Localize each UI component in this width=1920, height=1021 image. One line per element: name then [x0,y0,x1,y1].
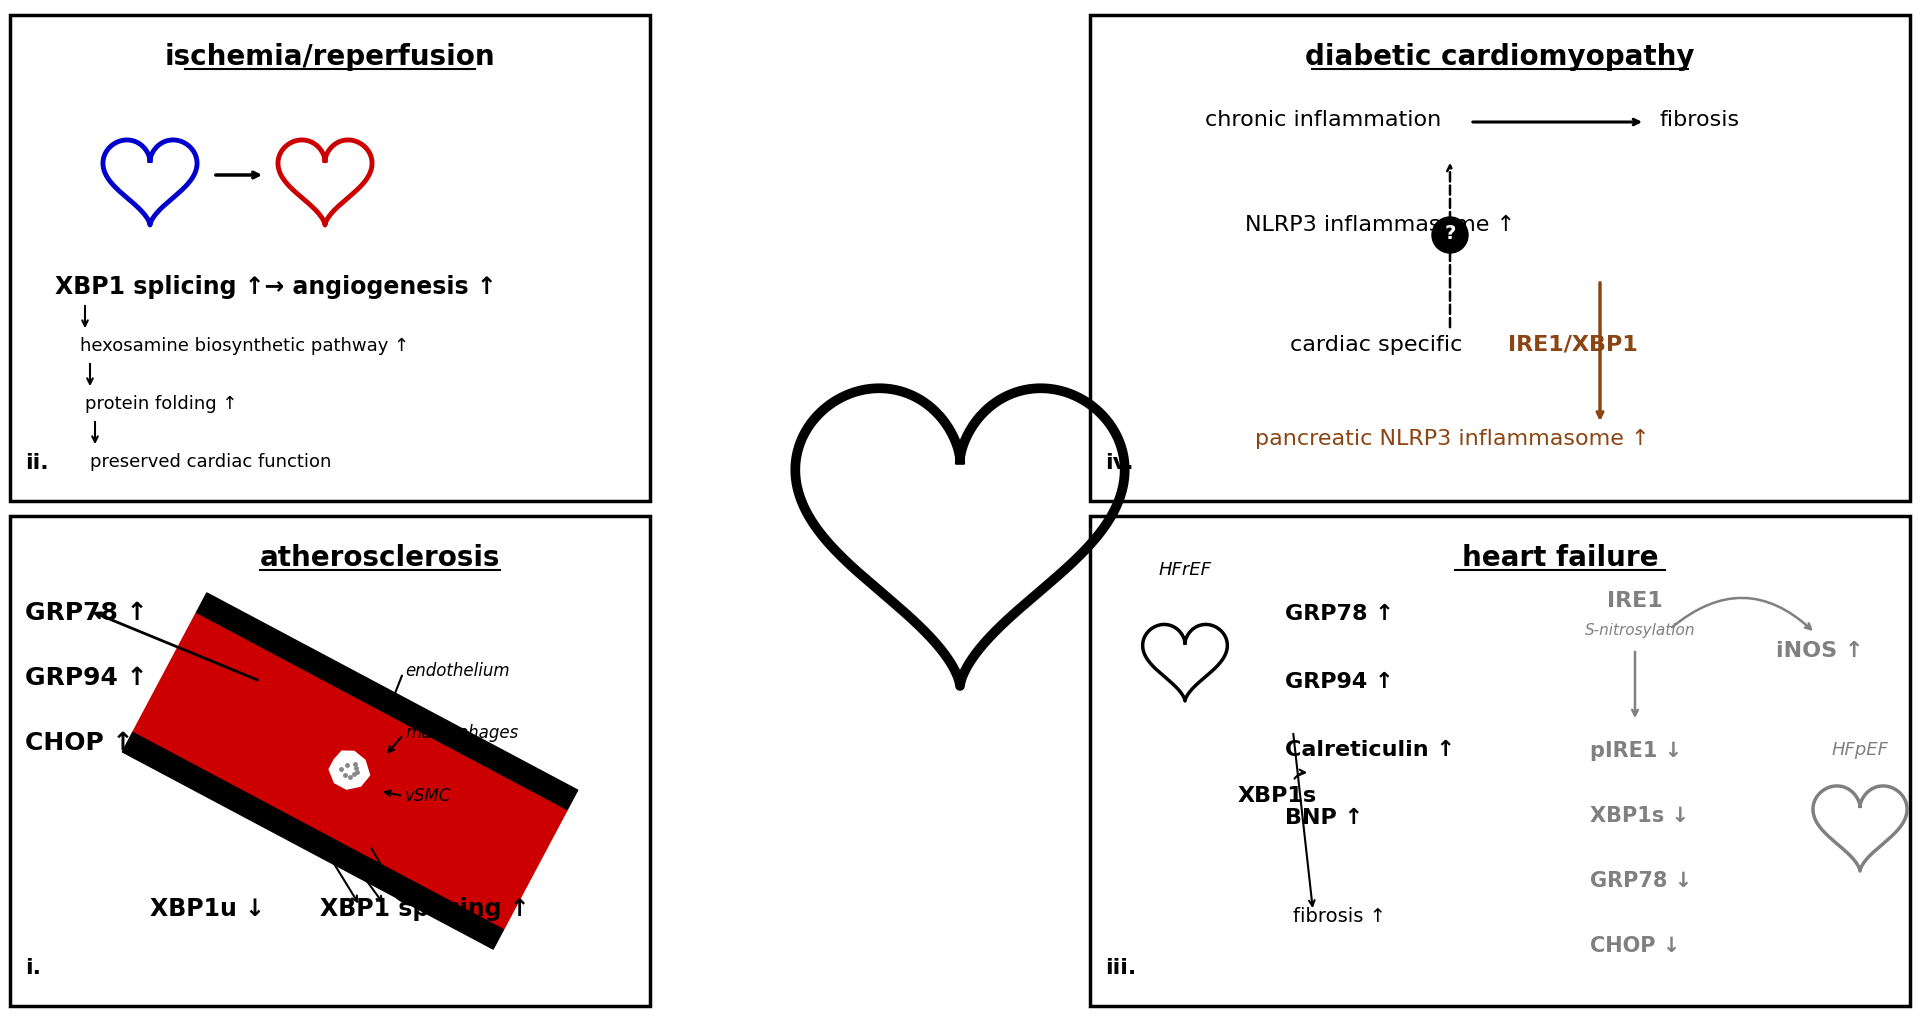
Text: hexosamine biosynthetic pathway ↑: hexosamine biosynthetic pathway ↑ [81,337,409,355]
Text: CHOP ↑: CHOP ↑ [25,731,134,755]
Polygon shape [328,751,369,789]
Text: XBP1 splicing ↑: XBP1 splicing ↑ [321,897,530,921]
Text: ii.: ii. [25,453,48,473]
Text: i.: i. [25,958,40,978]
Text: vSMC: vSMC [405,787,451,805]
Text: cardiac specific: cardiac specific [1290,335,1469,355]
Text: preserved cardiac function: preserved cardiac function [90,453,332,471]
Text: heart failure: heart failure [1461,544,1659,572]
Text: XBP1 splicing ↑→ angiogenesis ↑: XBP1 splicing ↑→ angiogenesis ↑ [56,275,497,299]
Text: GRP78 ↑: GRP78 ↑ [1284,604,1394,624]
Bar [10,516,651,1006]
Text: IRE1: IRE1 [1607,591,1663,611]
Text: diabetic cardiomyopathy: diabetic cardiomyopathy [1306,43,1695,71]
Text: BNP ↑: BNP ↑ [1284,808,1363,828]
Text: chronic inflammation: chronic inflammation [1206,110,1442,130]
Text: iii.: iii. [1106,958,1137,978]
Text: ischemia/reperfusion: ischemia/reperfusion [165,43,495,71]
Circle shape [1432,217,1469,253]
Bar [1091,15,1910,501]
Text: XBP1s ↓: XBP1s ↓ [1590,806,1690,826]
Text: iNOS ↑: iNOS ↑ [1776,641,1864,661]
Text: endothelium: endothelium [405,662,509,680]
Text: atherosclerosis: atherosclerosis [259,544,501,572]
Text: GRP78 ↑: GRP78 ↑ [25,601,148,625]
Text: NLRP3 inflammasome ↑: NLRP3 inflammasome ↑ [1244,215,1515,235]
Text: XBP1s: XBP1s [1238,786,1317,806]
Text: iv.: iv. [1106,453,1133,473]
Text: pIRE1 ↓: pIRE1 ↓ [1590,741,1682,761]
Bar [10,15,651,501]
Polygon shape [196,593,578,810]
Text: Calreticulin ↑: Calreticulin ↑ [1284,740,1455,760]
Text: XBP1u ↓: XBP1u ↓ [150,897,265,921]
Polygon shape [123,732,503,950]
Text: fibrosis ↑: fibrosis ↑ [1292,907,1386,926]
Text: GRP78 ↓: GRP78 ↓ [1590,871,1692,891]
Text: HFrEF: HFrEF [1158,561,1212,579]
Text: ?: ? [1444,225,1455,243]
Text: HFpEF: HFpEF [1832,741,1889,759]
Text: GRP94 ↑: GRP94 ↑ [25,666,148,690]
Text: GRP94 ↑: GRP94 ↑ [1284,672,1394,692]
Text: pancreatic NLRP3 inflammasome ↑: pancreatic NLRP3 inflammasome ↑ [1256,429,1649,449]
Text: macrophages: macrophages [405,724,518,742]
Bar [1091,516,1910,1006]
Text: CHOP ↓: CHOP ↓ [1590,936,1680,956]
Text: IRE1/XBP1: IRE1/XBP1 [1507,335,1638,355]
Text: S-nitrosylation: S-nitrosylation [1584,623,1695,638]
Text: protein folding ↑: protein folding ↑ [84,395,238,414]
Polygon shape [132,613,566,930]
Text: fibrosis: fibrosis [1661,110,1740,130]
